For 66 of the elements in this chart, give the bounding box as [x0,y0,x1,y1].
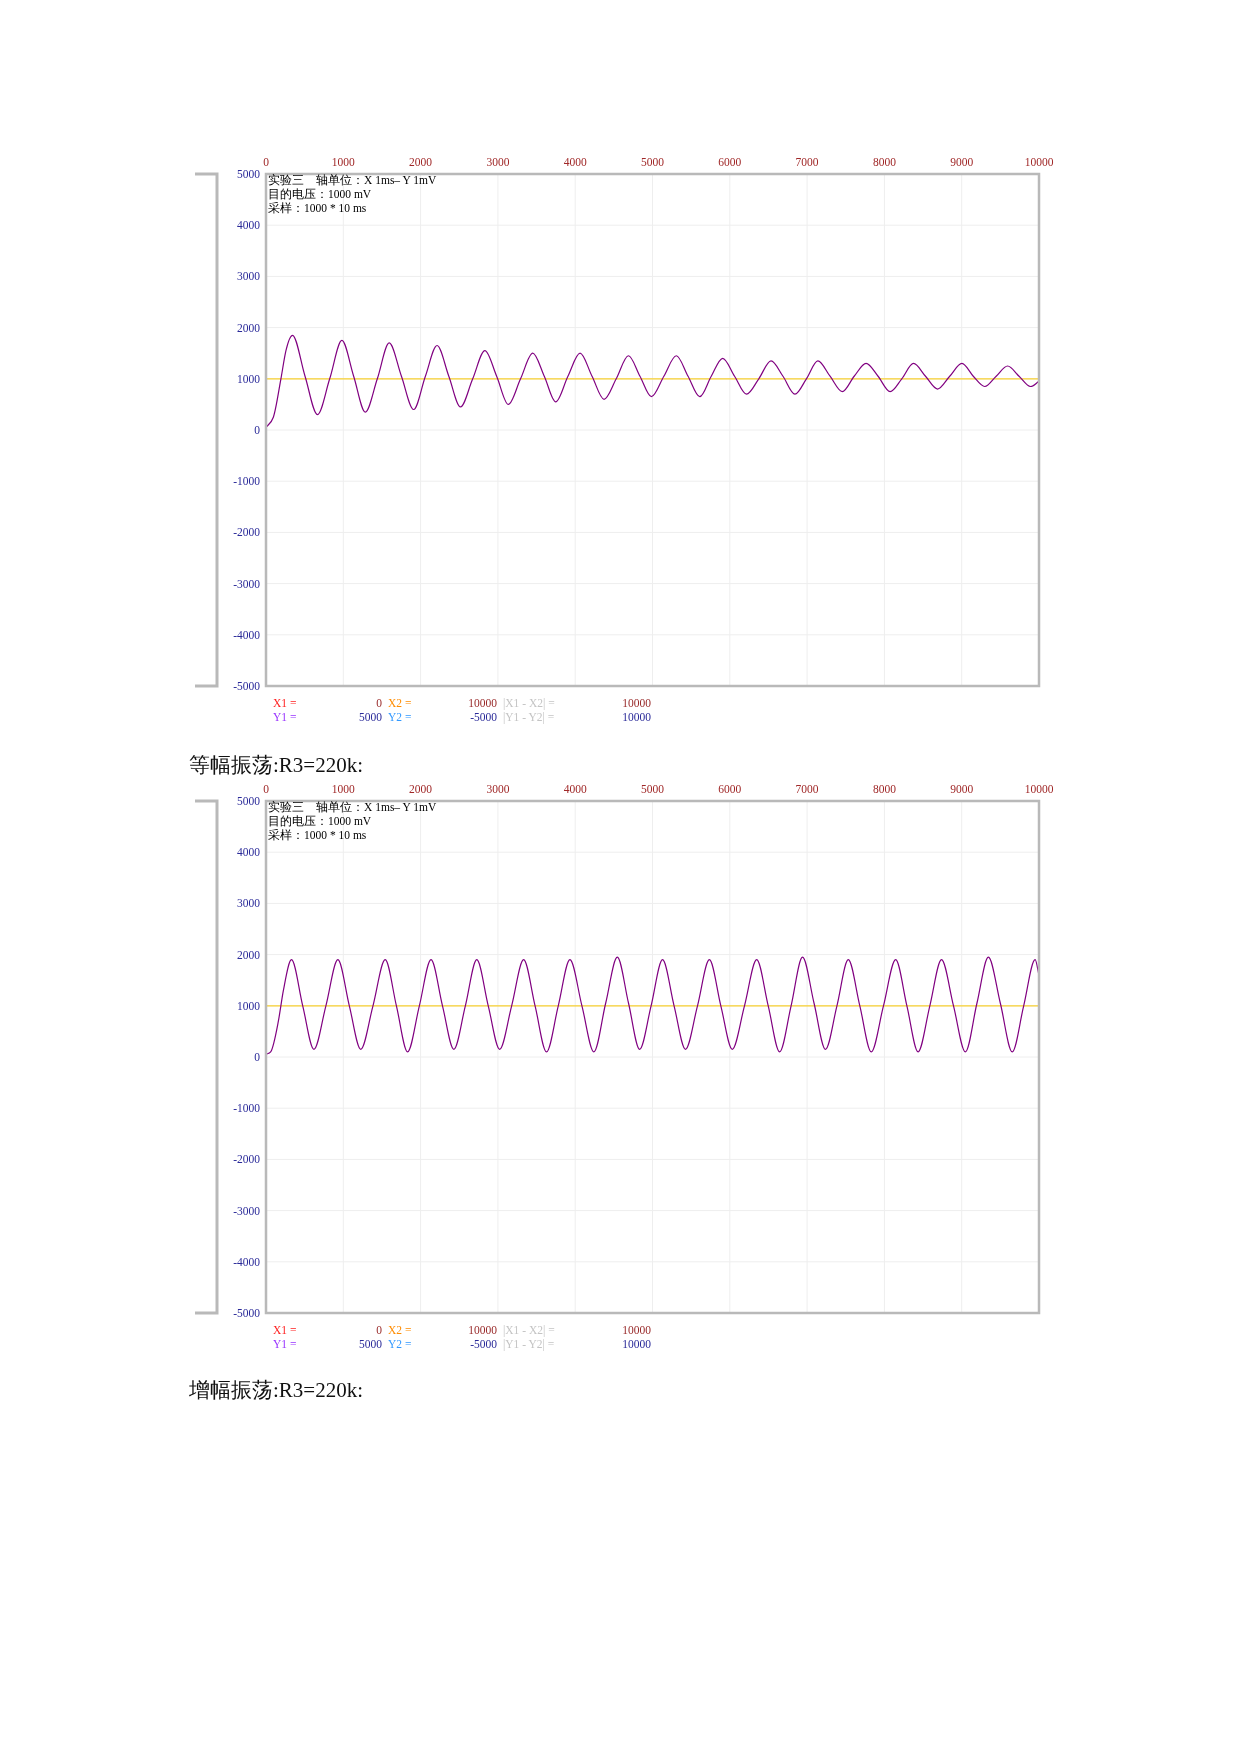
y-tick-label: -5000 [233,1307,261,1319]
x-tick-label: 9000 [950,783,974,795]
x-tick-label: 3000 [486,783,510,795]
text: X1 = 0 [273,697,382,709]
text: 增幅振荡:R3=220k: [188,1378,364,1402]
y-tick-label: 0 [254,424,261,436]
y-tick-label: 5000 [237,795,261,807]
y-tick-label: 5000 [237,168,261,180]
y-tick-label: -2000 [233,1153,261,1166]
x-tick-label: 7000 [795,783,819,795]
y-tick-label: -2000 [233,526,261,539]
y-tick-label: -3000 [233,1204,261,1217]
text: X2 = 10000 [388,1324,497,1336]
line-series [265,956,1040,1056]
annotation: 目的电压：1000 mV [268,188,372,200]
y-tick-label: 1000 [237,372,261,385]
text: Y1 = 5000 [273,1338,382,1350]
annotation: 采样：1000 * 10 ms [268,202,367,214]
annotation: 目的电压：1000 mV [268,815,372,827]
x-tick-label: 4000 [563,156,587,168]
y-tick-label: -1000 [233,1102,261,1115]
text: X2 = 10000 [388,697,497,709]
y-tick-label: -1000 [233,475,261,488]
x-tick-label: 4000 [563,783,587,795]
x-tick-label: 10000 [1024,783,1054,795]
annotation: 实验三 轴单位：X 1ms– Y 1mV [268,173,437,186]
x-tick-label: 6000 [718,783,742,795]
x-tick-label: 5000 [641,783,665,795]
line-series [265,334,1040,429]
text: Y2 = -5000 [388,1338,497,1350]
x-tick-label: 2000 [409,783,433,795]
y-tick-label: 3000 [237,270,261,283]
y-tick-label: 4000 [237,846,261,859]
y-tick-label: -4000 [233,1255,261,1268]
text: |Y1 - Y2| = 10000 [503,1338,651,1350]
y-tick-label: 1000 [237,999,261,1012]
y-tick-label: 0 [254,1051,261,1063]
y-tick-label: -4000 [233,628,261,641]
x-tick-label: 8000 [872,783,897,795]
y-tick-label: 4000 [237,219,261,232]
y-tick-label: 3000 [237,897,261,910]
x-tick-label: 1000 [331,156,356,168]
x-tick-label: 9000 [950,156,974,168]
annotation: 采样：1000 * 10 ms [268,829,367,841]
x-tick-label: 0 [263,783,270,795]
y-tick-label: 2000 [237,948,261,961]
x-tick-label: 10000 [1024,156,1054,168]
text: Y2 = -5000 [388,711,497,723]
x-tick-label: 3000 [486,156,510,168]
x-tick-label: 6000 [718,156,742,168]
x-tick-label: 0 [263,156,270,168]
chart-title: 等幅振荡:R3=220k: [189,753,364,777]
text: Y1 = 5000 [273,711,382,723]
x-tick-label: 5000 [641,156,665,168]
text: X1 = 0 [273,1324,382,1336]
y-tick-label: -3000 [233,577,261,590]
x-tick-label: 2000 [409,156,433,168]
y-tick-label: 2000 [237,321,261,334]
text: |X1 - X2| = 10000 [503,697,651,709]
text: |Y1 - Y2| = 10000 [503,711,651,723]
y-tick-label: -5000 [233,680,261,692]
x-tick-label: 1000 [331,783,356,795]
text: |X1 - X2| = 10000 [503,1324,651,1336]
annotation: 实验三 轴单位：X 1ms– Y 1mV [268,800,437,813]
x-tick-label: 7000 [795,156,819,168]
x-tick-label: 8000 [872,156,897,168]
